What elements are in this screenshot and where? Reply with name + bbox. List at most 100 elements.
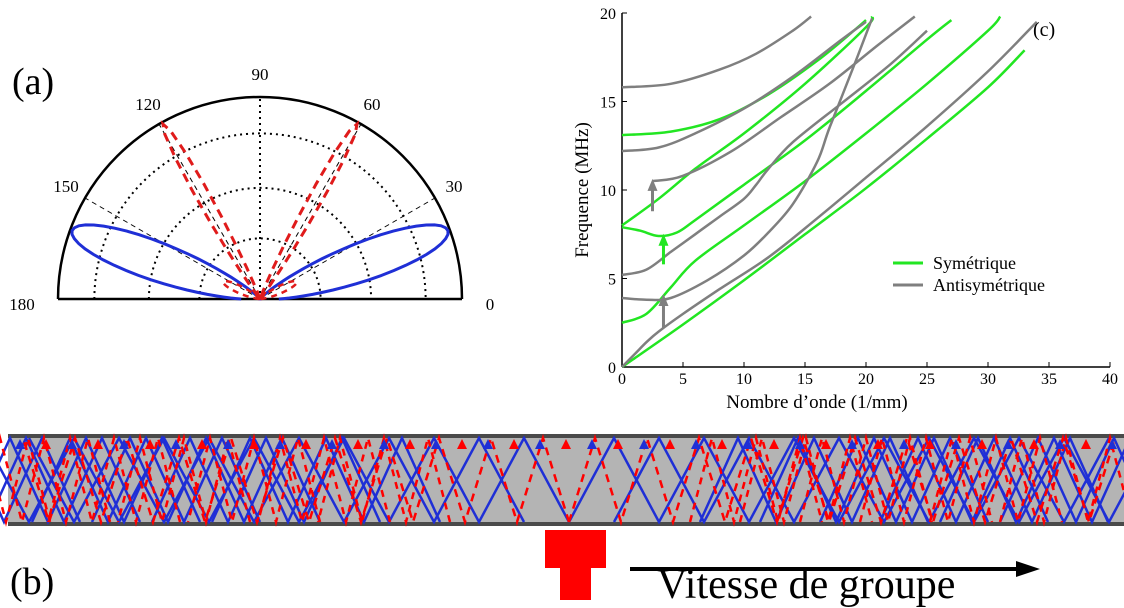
polar-red-lobe-left	[160, 120, 262, 301]
ray-arrowhead	[379, 439, 389, 449]
ray-arrowhead	[15, 439, 25, 449]
legend-label-symmetric: Symétrique	[933, 253, 1016, 273]
ray-arrowhead	[717, 439, 727, 449]
x-tick-label: 10	[736, 371, 752, 388]
ray-arrowhead	[301, 439, 311, 449]
ray-arrowhead	[691, 439, 701, 449]
ray-arrowhead	[613, 439, 623, 449]
red-ray-path	[688, 433, 824, 527]
blue-ray-path	[0, 434, 142, 526]
y-tick-label: 20	[600, 6, 616, 23]
source-arrow	[545, 530, 606, 600]
polar-angle-label: 90	[252, 65, 269, 84]
panel-c-label: (c)	[1033, 19, 1055, 41]
blue-ray-path	[0, 434, 82, 526]
ray-arrowhead	[509, 439, 519, 449]
blue-ray-path	[938, 434, 1124, 526]
group-velocity-arrow-head	[1016, 561, 1040, 577]
ray-paths	[0, 433, 1124, 527]
ray-arrowhead	[457, 439, 467, 449]
antisymmetric-mode-curve	[621, 29, 928, 277]
ray-arrowhead	[587, 439, 597, 449]
ray-arrowhead	[1003, 439, 1013, 449]
legend-label-antisymmetric: Antisymétrique	[933, 275, 1045, 295]
polar-angle-label: 0	[486, 295, 495, 314]
x-tick-label: 20	[858, 371, 874, 388]
polar-angle-label: 180	[9, 295, 35, 314]
blue-ray-path	[878, 434, 1110, 526]
ray-arrowhead	[249, 439, 259, 449]
mode-arrow-head	[647, 178, 658, 191]
ray-arrowhead	[873, 439, 883, 449]
red-ray-path	[998, 433, 1124, 527]
chart-axes: 0 5 10 15 20 25 30 35 40 0 5 10 15 20	[600, 6, 1118, 388]
ray-arrowhead	[171, 439, 181, 449]
ray-arrowhead	[223, 439, 233, 449]
ray-arrowhead	[67, 439, 77, 449]
red-ray-path	[46, 433, 182, 527]
ray-arrowhead	[1107, 439, 1117, 449]
chart-annotations	[647, 178, 669, 329]
x-axis-label: Nombre d’onde (1/mm)	[726, 392, 908, 413]
polar-directivity-plot: (a) 0 30 60 90 120 150 180	[9, 61, 494, 314]
plate-propagation-diagram: (b) Vitesse de groupe	[0, 433, 1124, 608]
polar-red-minor-lobe	[222, 279, 262, 301]
blue-ray-path	[698, 434, 930, 526]
ray-arrowhead	[925, 439, 935, 449]
polar-grid-spoke	[259, 123, 362, 300]
ray-arrowhead	[535, 439, 545, 449]
y-tick-label: 5	[608, 272, 616, 289]
x-tick-label: 35	[1041, 371, 1057, 388]
x-tick-label: 30	[980, 371, 996, 388]
ray-arrowhead	[847, 439, 857, 449]
blue-ray-path	[998, 434, 1124, 526]
ray-arrowhead	[93, 439, 103, 449]
polar-angle-label: 120	[135, 95, 161, 114]
polar-grid-ring	[198, 237, 322, 300]
polar-angle-label: 150	[53, 177, 79, 196]
panel-b-label: (b)	[10, 561, 54, 603]
x-tick-label: 5	[679, 371, 687, 388]
ray-arrowhead	[1029, 439, 1039, 449]
blue-ray-path	[818, 434, 1050, 526]
ray-arrowhead	[327, 439, 337, 449]
red-ray-path	[858, 433, 994, 527]
polar-angle-label: 60	[364, 95, 381, 114]
red-ray-path	[928, 433, 1064, 527]
blue-ray-path	[210, 434, 442, 526]
y-tick-label: 10	[600, 183, 616, 200]
blue-ray-path	[758, 434, 990, 526]
mode-arrow-head	[658, 293, 669, 306]
panel-a-label: (a)	[12, 61, 54, 103]
polar-grid-spoke	[158, 123, 261, 300]
chart-legend: Symétrique Antisymétrique	[893, 253, 1045, 295]
red-ray-path	[316, 433, 452, 527]
ray-arrowhead	[743, 439, 753, 449]
symmetric-mode-curve	[621, 49, 1026, 369]
antisymmetric-mode-curve	[652, 15, 916, 183]
polar-curves	[70, 120, 450, 301]
red-ray-path	[116, 433, 252, 527]
ray-arrowhead	[821, 439, 831, 449]
ray-arrowhead	[795, 439, 805, 449]
ray-arrowhead	[665, 439, 675, 449]
red-ray-path	[0, 433, 112, 527]
blue-ray-path	[0, 434, 202, 526]
polar-outer-arc	[56, 95, 464, 300]
x-tick-label: 0	[618, 371, 626, 388]
ray-arrowhead	[561, 439, 571, 449]
ray-arrowhead	[275, 439, 285, 449]
mode-arrow-head	[658, 233, 669, 246]
polar-grid-ring	[147, 186, 373, 300]
blue-ray-path	[150, 434, 382, 526]
y-tick-label: 0	[608, 360, 616, 377]
ray-arrowhead	[977, 439, 987, 449]
symmetric-mode-curve	[621, 19, 953, 238]
ray-arrowhead	[769, 439, 779, 449]
ray-arrowhead	[951, 439, 961, 449]
symmetric-mode-curve	[621, 19, 867, 137]
group-velocity-caption: Vitesse de groupe	[657, 562, 955, 608]
ray-arrowhead	[197, 439, 207, 449]
polar-angle-labels: 0 30 60 90 120 150 180	[9, 65, 494, 314]
